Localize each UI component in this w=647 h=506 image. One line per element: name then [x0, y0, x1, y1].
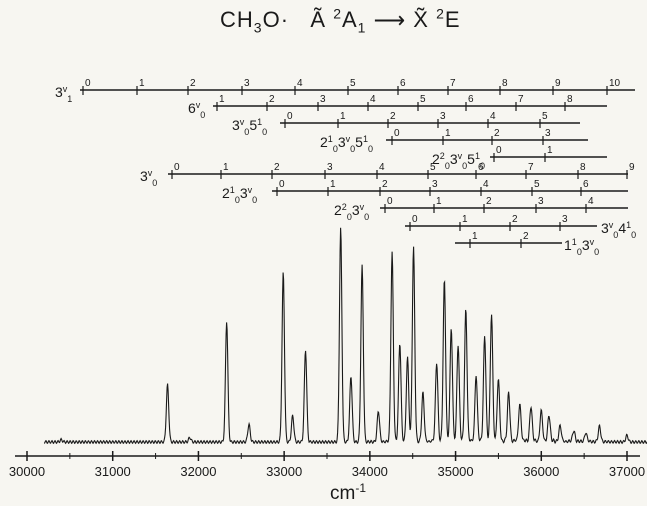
- progression-tick-label: 8: [502, 78, 508, 89]
- progression-tick-label: 5: [430, 162, 436, 173]
- progression-label: 3v0410: [601, 220, 636, 240]
- progression-tick-label: 3: [440, 111, 446, 122]
- progression-tick-label: 5: [542, 111, 548, 122]
- progression-tick-label: 5: [350, 78, 356, 89]
- progression-tick-label: 5: [420, 94, 426, 105]
- progression-label: 2103v0: [222, 185, 257, 205]
- progression-tick-label: 1: [472, 231, 478, 242]
- progression-tick-label: 0: [279, 179, 285, 190]
- progression-tick-label: 8: [567, 94, 573, 105]
- progression-tick-label: 7: [450, 78, 456, 89]
- progression-tick-label: 6: [468, 94, 474, 105]
- x-axis-tick-label: 36000: [523, 464, 559, 479]
- progression-tick-label: 3: [320, 94, 326, 105]
- progression-tick-label: 0: [394, 128, 400, 139]
- progression-tick-label: 3: [562, 214, 568, 225]
- upper-state-label: Ã 2A1: [310, 6, 367, 36]
- x-axis-tick-label: 30000: [9, 464, 45, 479]
- progression-2: 3v0510 0 1 2 3 4 5: [232, 111, 580, 137]
- progression-tick-label: 3: [432, 179, 438, 190]
- progression-tick-label: 1: [340, 111, 346, 122]
- progression-tick-label: 4: [483, 179, 489, 190]
- progression-tick-label: 1: [223, 162, 229, 173]
- x-axis-label: cm-1: [330, 481, 366, 504]
- progression-tick-label: 0: [174, 162, 180, 173]
- progression-tick-label: 2: [494, 128, 500, 139]
- progression-tick-label: 4: [379, 162, 385, 173]
- progression-tick-label: 1: [436, 196, 442, 207]
- progression-label: 1103v0: [564, 237, 599, 257]
- progression-tick-label: 8: [580, 162, 586, 173]
- progression-tick-label: 2: [486, 196, 492, 207]
- progression-tick-label: 2: [382, 179, 388, 190]
- progression-tick-label: 2: [274, 162, 280, 173]
- progression-tick-label: 3: [545, 128, 551, 139]
- progression-tick-label: 3: [538, 196, 544, 207]
- progression-tick-label: 9: [555, 78, 561, 89]
- progression-tick-label: 3: [327, 162, 333, 173]
- progression-9: 1103v0 1 2: [455, 231, 599, 257]
- progression-tick-label: 1: [219, 94, 225, 105]
- progression-tick-label: 1: [330, 179, 336, 190]
- progression-tick-label: 2: [190, 78, 196, 89]
- progression-tick-label: 7: [528, 162, 534, 173]
- progression-tick-label: 0: [85, 78, 91, 89]
- progression-tick-label: 4: [297, 78, 303, 89]
- progression-tick-label: 0: [287, 111, 293, 122]
- progression-tick-label: 4: [490, 111, 496, 122]
- progression-tick-label: 1: [547, 145, 553, 156]
- progression-6: 2103v0 0 1 2 3 4 5 6: [222, 179, 628, 205]
- progression-tick-label: 0: [496, 145, 502, 156]
- progression-label: 3v0510: [232, 117, 267, 137]
- progression-tick-label: 1: [445, 128, 451, 139]
- progression-tick-label: 2: [523, 231, 529, 242]
- progression-label: 2103v0510: [320, 134, 373, 154]
- progression-7: 2203v0 0 1 2 3 4: [334, 196, 628, 222]
- progression-tick-label: 7: [518, 94, 524, 105]
- progression-tick-label: 4: [370, 94, 376, 105]
- progression-tick-label: 4: [588, 196, 594, 207]
- progression-tick-label: 0: [412, 214, 418, 225]
- progression-tick-label: 1: [462, 214, 468, 225]
- progression-8: 3v0410 0 1 2 3: [405, 214, 636, 240]
- progression-tick-label: 2: [512, 214, 518, 225]
- progression-tick-label: 6: [583, 179, 589, 190]
- progression-label: 3v0: [140, 168, 157, 188]
- spectrum-trace: [43, 227, 647, 445]
- x-axis-tick-label: 32000: [180, 464, 216, 479]
- progression-tick-label: 2: [390, 111, 396, 122]
- progression-label: 2203v0: [334, 202, 369, 222]
- progression-tick-label: 1: [139, 78, 145, 89]
- progression-tick-label: 10: [609, 78, 621, 89]
- progression-tick-label: 9: [629, 162, 635, 173]
- progression-tick-label: 6: [400, 78, 406, 89]
- transition-arrow: ⟶: [373, 7, 407, 33]
- progression-label: 6v0: [188, 100, 205, 120]
- progression-tick-label: 2: [269, 94, 275, 105]
- progression-label: 3v1: [55, 84, 72, 104]
- x-axis-tick-label: 33000: [266, 464, 302, 479]
- progression-5: 3v0 0 1 2 3 4 5 6 7 8 9: [140, 162, 635, 188]
- lower-state-label: X̃ 2E: [413, 6, 461, 33]
- spectrum-title: CH3O· Ã 2A1 ⟶ X̃ 2E: [220, 6, 461, 36]
- progression-tick-label: 6: [478, 162, 484, 173]
- progression-tick-label: 3: [244, 78, 250, 89]
- x-axis-tick-label: 31000: [95, 464, 131, 479]
- progression-tick-label: 0: [387, 196, 393, 207]
- x-axis-tick-label: 35000: [437, 464, 473, 479]
- x-axis-tick-label: 34000: [352, 464, 388, 479]
- spectrum-line: [43, 227, 647, 445]
- x-axis: 30000 31000 32000 33000 34000 35000 36000 37000: [9, 451, 645, 479]
- progression-tick-label: 5: [534, 179, 540, 190]
- molecule-formula: CH3O·: [220, 7, 290, 36]
- x-axis-tick-label: 37000: [609, 464, 645, 479]
